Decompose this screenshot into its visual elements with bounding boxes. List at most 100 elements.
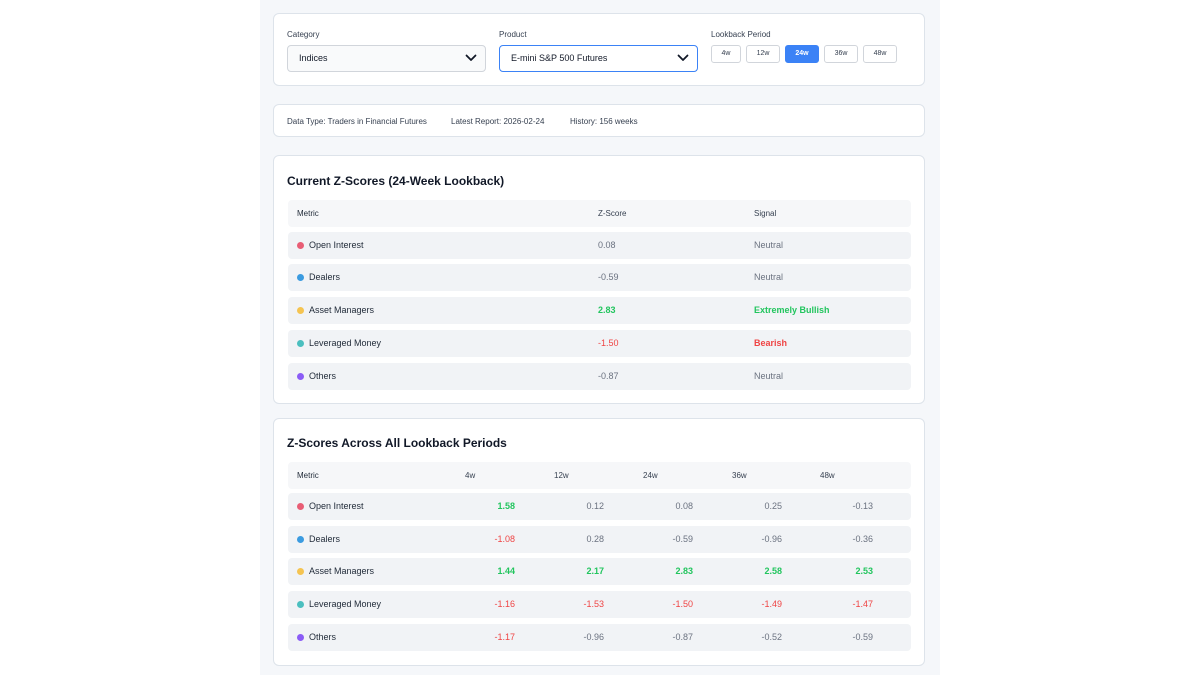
header-signal: Signal: [754, 209, 777, 218]
lookback-period-buttons: 4w 12w 24w 36w 48w: [711, 45, 897, 63]
header-24w: 24w: [643, 471, 658, 480]
table-row: Dealers -1.08 0.28 -0.59 -0.96 -0.36: [288, 526, 911, 553]
data-type-text: Data Type: Traders in Financial Futures: [287, 117, 427, 126]
all-periods-title: Z-Scores Across All Lookback Periods: [287, 436, 507, 450]
table-header: Metric 4w 12w 24w 36w 48w: [288, 462, 911, 489]
period-button-36w[interactable]: 36w: [824, 45, 858, 63]
dealers-dot-icon: [297, 536, 304, 543]
metric-name: Dealers: [309, 272, 341, 282]
value-4w: -1.17: [494, 632, 515, 642]
signal-text: Neutral: [754, 240, 784, 250]
value-12w: 0.12: [586, 501, 604, 511]
value-4w: -1.16: [494, 599, 515, 609]
table-row: Asset Managers 1.44 2.17 2.83 2.58 2.53: [288, 558, 911, 585]
product-label: Product: [499, 30, 527, 39]
value-24w: -0.87: [672, 632, 693, 642]
metric-name: Leveraged Money: [309, 338, 382, 348]
header-12w: 12w: [554, 471, 569, 480]
zscore-value: -0.87: [598, 371, 619, 381]
table-row: Asset Managers 2.83 Extremely Bullish: [288, 297, 911, 324]
product-select[interactable]: E-mini S&P 500 Futures: [499, 45, 698, 72]
others-dot-icon: [297, 373, 304, 380]
others-dot-icon: [297, 634, 304, 641]
period-button-24w[interactable]: 24w: [785, 45, 819, 63]
metric-name: Others: [309, 371, 337, 381]
metric-name: Leveraged Money: [309, 599, 382, 609]
product-value: E-mini S&P 500 Futures: [511, 53, 608, 63]
table-row: Open Interest 1.58 0.12 0.08 0.25 -0.13: [288, 493, 911, 520]
signal-text: Bearish: [754, 338, 788, 348]
period-button-12w[interactable]: 12w: [746, 45, 780, 63]
zscore-value: 2.83: [598, 305, 616, 315]
chevron-down-icon: [465, 54, 477, 61]
table-header: Metric Z-Score Signal: [288, 200, 911, 227]
zscore-value: -1.50: [598, 338, 619, 348]
asset-managers-dot-icon: [297, 307, 304, 314]
value-12w: 0.28: [586, 534, 604, 544]
table-row: Others -1.17 -0.96 -0.87 -0.52 -0.59: [288, 624, 911, 651]
period-button-48w[interactable]: 48w: [863, 45, 897, 63]
dealers-dot-icon: [297, 274, 304, 281]
value-4w: 1.58: [497, 501, 515, 511]
value-12w: 2.17: [586, 566, 604, 576]
value-24w: -0.59: [672, 534, 693, 544]
value-48w: -0.59: [852, 632, 873, 642]
chevron-down-icon: [677, 54, 689, 61]
latest-report-text: Latest Report: 2026-02-24: [451, 117, 545, 126]
value-36w: 2.58: [764, 566, 782, 576]
zscore-value: 0.08: [598, 240, 616, 250]
value-36w: -0.52: [761, 632, 782, 642]
table-row: Leveraged Money -1.50 Bearish: [288, 330, 911, 357]
category-value: Indices: [299, 53, 328, 63]
header-36w: 36w: [732, 471, 747, 480]
history-text: History: 156 weeks: [570, 117, 638, 126]
value-4w: -1.08: [494, 534, 515, 544]
period-button-4w[interactable]: 4w: [711, 45, 741, 63]
leveraged-money-dot-icon: [297, 340, 304, 347]
metric-name: Asset Managers: [309, 305, 375, 315]
metric-name: Open Interest: [309, 501, 364, 511]
leveraged-money-dot-icon: [297, 601, 304, 608]
metric-name: Others: [309, 632, 337, 642]
signal-text: Neutral: [754, 371, 784, 381]
header-48w: 48w: [820, 471, 835, 480]
value-48w: -0.13: [852, 501, 873, 511]
category-select[interactable]: Indices: [287, 45, 486, 72]
table-row: Dealers -0.59 Neutral: [288, 264, 911, 291]
value-12w: -1.53: [583, 599, 604, 609]
value-36w: -0.96: [761, 534, 782, 544]
value-24w: 2.83: [675, 566, 693, 576]
filter-panel: Category Indices Product E-mini S&P 500 …: [273, 13, 925, 86]
table-row: Others -0.87 Neutral: [288, 363, 911, 390]
value-4w: 1.44: [497, 566, 515, 576]
signal-text: Neutral: [754, 272, 784, 282]
value-24w: 0.08: [675, 501, 693, 511]
info-bar: Data Type: Traders in Financial Futures …: [273, 104, 925, 137]
all-periods-card: Z-Scores Across All Lookback Periods Met…: [273, 418, 925, 666]
value-24w: -1.50: [672, 599, 693, 609]
current-zscores-card: Current Z-Scores (24-Week Lookback) Metr…: [273, 155, 925, 404]
open-interest-dot-icon: [297, 503, 304, 510]
metric-name: Open Interest: [309, 240, 364, 250]
current-zscores-title: Current Z-Scores (24-Week Lookback): [287, 174, 505, 188]
value-36w: 0.25: [764, 501, 782, 511]
metric-name: Asset Managers: [309, 566, 375, 576]
table-row: Leveraged Money -1.16 -1.53 -1.50 -1.49 …: [288, 591, 911, 618]
header-4w: 4w: [465, 471, 476, 480]
header-zscore: Z-Score: [598, 209, 627, 218]
value-36w: -1.49: [761, 599, 782, 609]
category-label: Category: [287, 30, 320, 39]
table-row: Open Interest 0.08 Neutral: [288, 232, 911, 259]
lookback-label: Lookback Period: [711, 30, 771, 39]
header-metric: Metric: [297, 209, 319, 218]
open-interest-dot-icon: [297, 242, 304, 249]
metric-name: Dealers: [309, 534, 341, 544]
zscore-value: -0.59: [598, 272, 619, 282]
value-48w: -1.47: [852, 599, 873, 609]
header-metric: Metric: [297, 471, 319, 480]
value-48w: 2.53: [855, 566, 873, 576]
value-12w: -0.96: [583, 632, 604, 642]
asset-managers-dot-icon: [297, 568, 304, 575]
value-48w: -0.36: [852, 534, 873, 544]
signal-text: Extremely Bullish: [754, 305, 830, 315]
